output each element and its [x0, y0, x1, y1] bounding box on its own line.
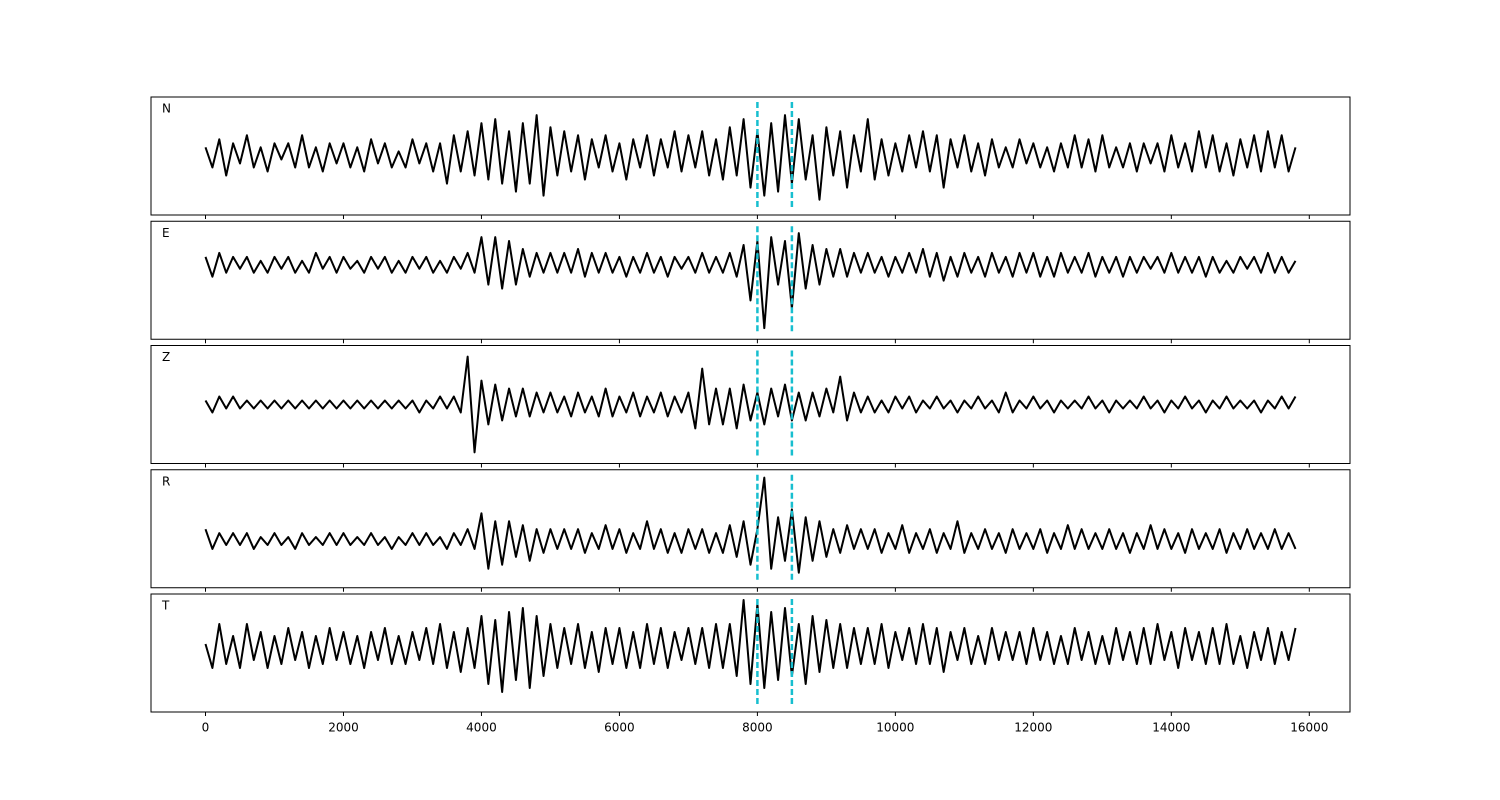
panel-label: E [162, 226, 170, 240]
panel-frame [150, 345, 1351, 464]
x-tick-label: 14000 [1152, 721, 1190, 735]
x-tick-label: 2000 [328, 721, 359, 735]
x-tick-label: 16000 [1290, 721, 1328, 735]
panel-frame [150, 469, 1351, 589]
x-tick-label: 4000 [466, 721, 497, 735]
panel-frame [150, 220, 1351, 340]
panel-frame [150, 593, 1351, 713]
panel-label: R [162, 474, 170, 488]
trace [204, 599, 1297, 693]
x-tick-label: 8000 [742, 721, 773, 735]
panel-label: N [162, 102, 171, 116]
x-tick-label: 0 [202, 721, 210, 735]
x-tick-label: 10000 [876, 721, 914, 735]
x-tick-label: 12000 [1014, 721, 1052, 735]
x-tick-label: 6000 [604, 721, 635, 735]
panel-label: T [161, 599, 170, 613]
trace [204, 114, 1297, 201]
trace [204, 355, 1297, 454]
trace [204, 476, 1297, 574]
panel-label: Z [162, 350, 170, 364]
trace [204, 232, 1297, 330]
panel-frame [150, 96, 1351, 216]
